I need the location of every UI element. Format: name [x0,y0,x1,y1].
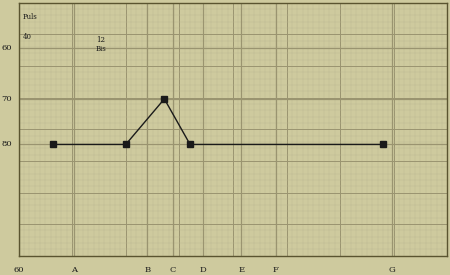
Text: 12
Bis: 12 Bis [96,36,107,53]
Text: 40: 40 [23,33,32,41]
Text: B: B [144,266,150,274]
Text: E: E [238,266,244,274]
Text: D: D [199,266,206,274]
Text: C: C [170,266,176,274]
Text: 60: 60 [14,266,24,274]
Text: 70: 70 [2,95,12,103]
Text: G: G [388,266,395,274]
Text: Puls: Puls [23,13,38,21]
Text: 60: 60 [2,44,12,52]
Text: A: A [72,266,77,274]
Text: 80: 80 [2,141,12,148]
Text: F: F [273,266,279,274]
